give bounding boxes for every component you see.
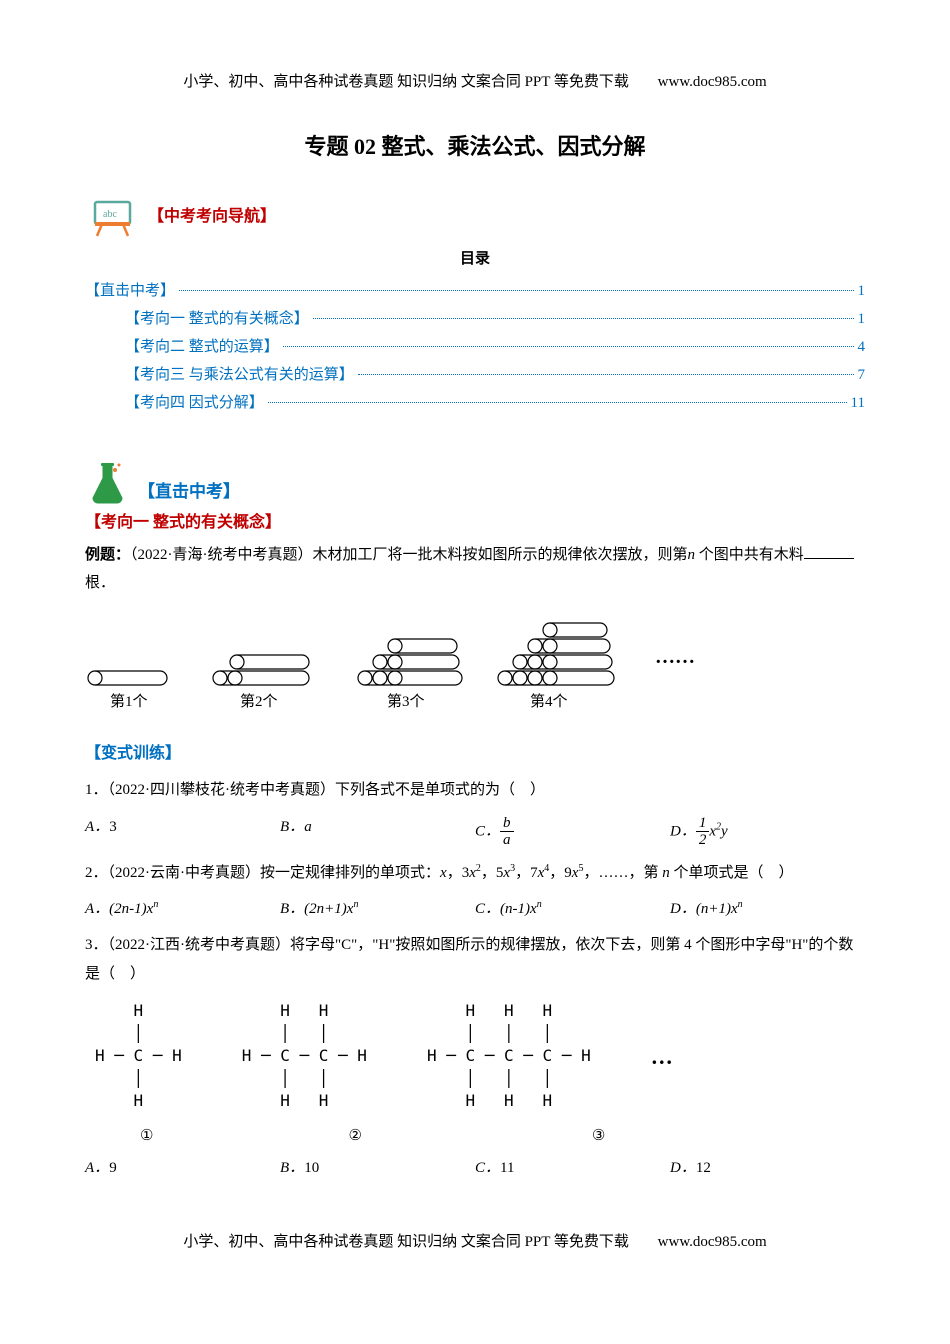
toc-dots [179, 290, 853, 291]
option-a[interactable]: A．9 [85, 1156, 280, 1180]
example-prefix: 例题： [85, 547, 130, 563]
footer-desc: 小学、初中、高中各种试卷真题 知识归纳 文案合同 PPT 等免费下载 [183, 1234, 629, 1250]
circled-labels: ① ② ③ [85, 1124, 865, 1148]
blackboard-icon: abc [85, 194, 140, 239]
q2-num: 2． [85, 865, 108, 881]
example-var: n [688, 547, 696, 563]
fill-blank[interactable] [804, 558, 854, 559]
svg-text:第1个: 第1个 [110, 692, 148, 708]
svg-text:第4个: 第4个 [530, 692, 568, 708]
toc-dots [313, 318, 854, 319]
svg-text:abc: abc [103, 209, 117, 220]
option-d[interactable]: D．(n+1)xn [670, 897, 865, 921]
option-b[interactable]: B．(2n+1)xn [280, 897, 475, 921]
question-1: 1．（2022·四川攀枝花·统考中考真题）下列各式不是单项式的为（ ） [85, 776, 865, 805]
circled-2: ② [348, 1124, 361, 1148]
option-d[interactable]: D．12 [670, 1156, 865, 1180]
topic-1-label: 【考向一 整式的有关概念】 [85, 510, 865, 536]
toc-item[interactable]: 【考向三 与乘法公式有关的运算】 7 [125, 363, 865, 387]
toc-page: 11 [851, 391, 865, 415]
toc-dots [283, 346, 854, 347]
q1-options: A．3 B．a C．ba D．12x2y [85, 815, 865, 849]
molecule-3: H H H │ │ │ H ─ C ─ C ─ C ─ H │ │ │ H H … [427, 1000, 591, 1112]
toc-title: 目录 [85, 247, 865, 271]
document-title: 专题 02 整式、乘法公式、因式分解 [85, 129, 865, 164]
molecule-2: H H │ │ H ─ C ─ C ─ H │ │ H H [242, 1000, 367, 1112]
toc-label: 【考向四 因式分解】 [125, 391, 264, 415]
molecule-diagram: H │ H ─ C ─ H │ H H H │ │ H ─ C ─ C ─ H … [85, 1000, 865, 1112]
q2-options: A．(2n-1)xn B．(2n+1)xn C．(n-1)xn D．(n+1)x… [85, 897, 865, 921]
toc-label: 【考向三 与乘法公式有关的运算】 [125, 363, 354, 387]
toc-item[interactable]: 【直击中考】 1 [85, 279, 865, 303]
toc-page: 4 [858, 335, 866, 359]
nav-guide-label: 【中考考向导航】 [148, 204, 276, 230]
q3-options: A．9 B．10 C．11 D．12 [85, 1156, 865, 1180]
svg-text:……: …… [655, 646, 695, 668]
direct-exam-section: 【直击中考】 [85, 460, 865, 505]
circled-3: ③ [592, 1124, 605, 1148]
toc-label: 【考向一 整式的有关概念】 [125, 307, 309, 331]
option-c[interactable]: C．ba [475, 815, 670, 849]
header-desc: 小学、初中、高中各种试卷真题 知识归纳 文案合同 PPT 等免费下载 [183, 74, 629, 90]
option-a[interactable]: A．3 [85, 815, 280, 849]
nav-guide: abc 【中考考向导航】 [85, 194, 865, 239]
header-url: www.doc985.com [658, 74, 767, 90]
page-footer: 小学、初中、高中各种试卷真题 知识归纳 文案合同 PPT 等免费下载 www.d… [85, 1230, 865, 1254]
question-3: 3．（2022·江西·统考中考真题）将字母"C"，"H"按照如图所示的规律摆放，… [85, 931, 865, 988]
molecule-1: H │ H ─ C ─ H │ H [95, 1000, 182, 1112]
toc-item[interactable]: 【考向一 整式的有关概念】 1 [125, 307, 865, 331]
option-b[interactable]: B．a [280, 815, 475, 849]
toc-page: 1 [858, 279, 866, 303]
toc-dots [358, 374, 854, 375]
q3-num: 3． [85, 937, 108, 953]
option-a[interactable]: A．(2n-1)xn [85, 897, 280, 921]
option-c[interactable]: C．11 [475, 1156, 670, 1180]
option-d[interactable]: D．12x2y [670, 815, 865, 849]
example-body-2: 个图中共有木料 [699, 547, 804, 563]
log-diagram: …… 第1个 第2个 第3个 第4个 [85, 618, 865, 716]
example-body-1: （2022·青海·统考中考真题）木材加工厂将一批木料按如图所示的规律依次摆放，则… [130, 547, 688, 563]
toc-dots [268, 402, 847, 403]
option-b[interactable]: B．10 [280, 1156, 475, 1180]
q1-text: （2022·四川攀枝花·统考中考真题）下列各式不是单项式的为（ ） [108, 782, 546, 798]
direct-exam-label: 【直击中考】 [138, 478, 240, 505]
footer-url: www.doc985.com [658, 1234, 767, 1250]
option-c[interactable]: C．(n-1)xn [475, 897, 670, 921]
q3-text: （2022·江西·统考中考真题）将字母"C"，"H"按照如图所示的规律摆放，依次… [85, 937, 853, 982]
toc-page: 7 [858, 363, 866, 387]
example-text: 例题：（2022·青海·统考中考真题）木材加工厂将一批木料按如图所示的规律依次摆… [85, 541, 865, 598]
page-header: 小学、初中、高中各种试卷真题 知识归纳 文案合同 PPT 等免费下载 www.d… [85, 70, 865, 94]
svg-text:第3个: 第3个 [387, 692, 425, 708]
molecule-ellipsis: … [651, 1039, 673, 1074]
question-2: 2．（2022·云南·中考真题）按一定规律排列的单项式：x，3x2，5x3，7x… [85, 859, 865, 888]
toc-label: 【直击中考】 [85, 279, 175, 303]
beaker-icon [85, 460, 130, 505]
toc-label: 【考向二 整式的运算】 [125, 335, 279, 359]
toc-item[interactable]: 【考向二 整式的运算】 4 [125, 335, 865, 359]
example-body-3: 根． [85, 575, 115, 591]
circled-1: ① [140, 1124, 153, 1148]
toc-item[interactable]: 【考向四 因式分解】 11 [125, 391, 865, 415]
q2-text-a: （2022·云南·中考真题）按一定规律排列的单项式： [108, 865, 441, 881]
variation-label: 【变式训练】 [85, 741, 865, 767]
toc-page: 1 [858, 307, 866, 331]
q1-num: 1． [85, 782, 108, 798]
svg-text:第2个: 第2个 [240, 692, 278, 708]
